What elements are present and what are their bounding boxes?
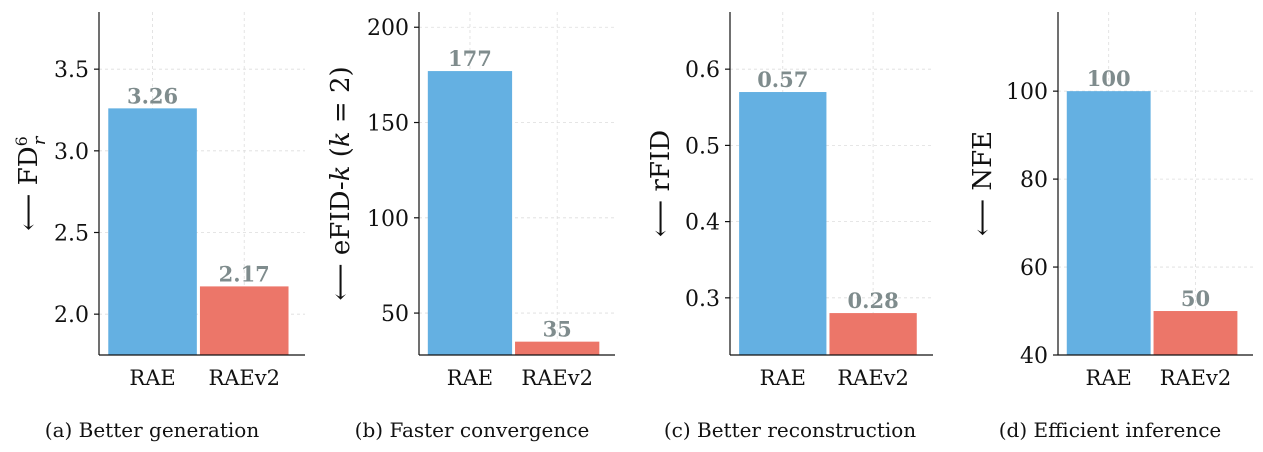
category-label: RAE bbox=[760, 366, 806, 390]
value-label: 35 bbox=[543, 317, 572, 342]
y-axis-label-text: NFE bbox=[968, 131, 998, 191]
category-label: RAEv2 bbox=[837, 366, 909, 390]
y-axis-arrow: ⟵ bbox=[326, 255, 356, 301]
bar-raev2 bbox=[515, 341, 600, 355]
category-label: RAE bbox=[447, 366, 493, 390]
chart-panel-2: 50 100 150 200 177 RAE 35 RAEv2 ⟵ eFID-k (k = 2)… bbox=[326, 12, 615, 442]
y-tick-label: 100 bbox=[1006, 80, 1048, 105]
category-label: RAEv2 bbox=[208, 366, 280, 390]
y-tick-label: 40 bbox=[1020, 344, 1048, 369]
y-tick-label: 0.3 bbox=[685, 287, 720, 312]
y-tick-label: 100 bbox=[367, 207, 409, 232]
bar-raev2 bbox=[829, 313, 917, 355]
y-axis-label-superscript: 6 bbox=[12, 136, 31, 146]
chart-panel-4: 40 60 80 100 100 RAE 50 RAEv2 ⟵ NFE (d) Efficient… bbox=[968, 12, 1253, 442]
panel-caption: (c) Better reconstruction bbox=[664, 418, 916, 442]
y-tick-label: 50 bbox=[381, 302, 409, 327]
y-tick-label: 3.0 bbox=[54, 140, 89, 165]
y-tick-label: 60 bbox=[1020, 256, 1048, 281]
category-label: RAE bbox=[1086, 366, 1132, 390]
value-label: 0.57 bbox=[757, 67, 808, 92]
y-axis-label-paren: ( bbox=[326, 147, 356, 165]
chart-panel-1: 2.0 2.5 3.0 3.5 3.26 RAE 2.17 RAEv2 ⟵ FD6r (a) Be… bbox=[12, 12, 305, 442]
bar-rae bbox=[1066, 91, 1151, 356]
y-axis-label: ⟵ FD6r bbox=[12, 135, 50, 231]
panel-caption: (a) Better generation bbox=[45, 418, 260, 442]
y-tick-label: 80 bbox=[1020, 168, 1048, 193]
y-axis-label-eq: = 2) bbox=[326, 66, 356, 131]
panel-caption: (b) Faster convergence bbox=[355, 418, 590, 442]
y-tick-label: 3.5 bbox=[54, 58, 89, 83]
y-tick-label: 150 bbox=[367, 112, 409, 137]
bar-raev2 bbox=[1153, 311, 1238, 355]
y-tick-label: 0.4 bbox=[685, 211, 720, 236]
bar-rae bbox=[108, 108, 197, 355]
y-axis-arrow: ⟵ bbox=[14, 185, 44, 231]
bar-rae bbox=[739, 92, 827, 356]
y-axis-label: ⟵ rFID bbox=[646, 130, 676, 237]
y-axis-label-text: eFID- bbox=[326, 181, 356, 255]
y-tick-label: 2.5 bbox=[54, 222, 89, 247]
value-label: 2.17 bbox=[219, 261, 270, 286]
value-label: 0.28 bbox=[848, 288, 899, 313]
y-tick-label: 0.6 bbox=[685, 58, 720, 83]
y-axis-arrow: ⟵ bbox=[646, 192, 676, 238]
value-label: 100 bbox=[1087, 66, 1131, 91]
category-label: RAEv2 bbox=[1160, 366, 1232, 390]
chart-panel-3: 0.3 0.4 0.5 0.6 0.57 RAE 0.28 RAEv2 ⟵ rFID (c) Be… bbox=[646, 12, 933, 442]
category-label: RAEv2 bbox=[521, 366, 593, 390]
y-tick-label: 0.5 bbox=[685, 134, 720, 159]
bar-raev2 bbox=[199, 286, 289, 355]
category-label: RAE bbox=[129, 366, 175, 390]
bar-rae bbox=[427, 71, 513, 356]
panel-caption: (d) Efficient inference bbox=[999, 418, 1222, 442]
y-axis-label-subscript: r bbox=[29, 135, 50, 145]
y-axis-label: ⟵ NFE bbox=[968, 131, 998, 236]
y-axis-label: ⟵ eFID-k (k = 2) bbox=[326, 66, 356, 300]
y-tick-label: 200 bbox=[367, 16, 409, 41]
value-label: 177 bbox=[448, 46, 492, 71]
value-label: 3.26 bbox=[127, 83, 178, 108]
y-axis-label-text: rFID bbox=[646, 130, 676, 192]
y-tick-label: 2.0 bbox=[54, 303, 89, 328]
y-axis-label-k: k bbox=[326, 166, 356, 182]
y-axis-label-text: FD bbox=[14, 146, 44, 185]
value-label: 50 bbox=[1181, 286, 1210, 311]
y-axis-label-k: k bbox=[326, 131, 356, 147]
y-axis-arrow: ⟵ bbox=[968, 191, 998, 237]
